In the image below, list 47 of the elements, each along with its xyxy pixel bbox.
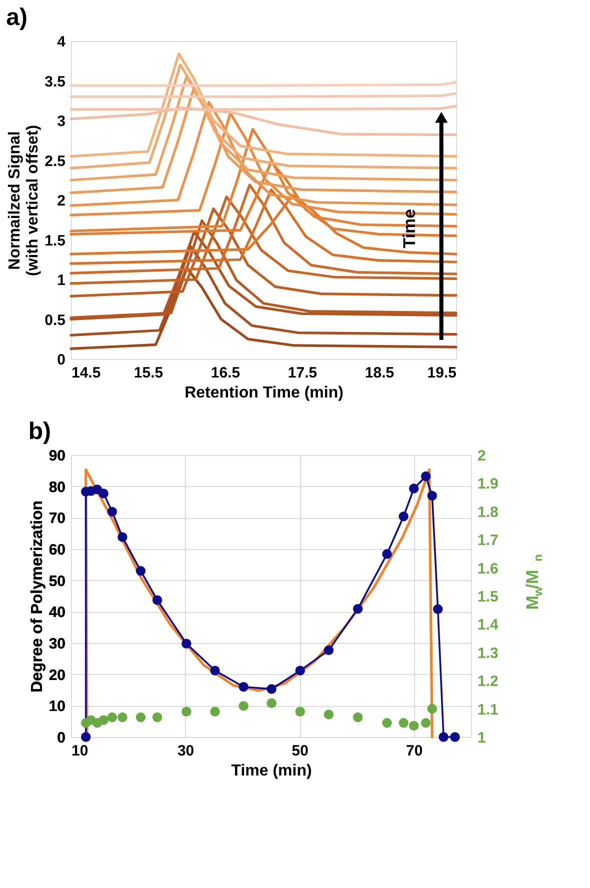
y2-tick-label: 1.1 <box>478 701 498 718</box>
y-tick-label: 2.5 <box>44 152 66 170</box>
x-axis-title: Time (min) <box>231 762 312 780</box>
y2-tick-label: 1.6 <box>478 560 498 578</box>
y-tick-label: 40 <box>48 604 66 622</box>
y2-tick-label: 1 <box>478 730 486 746</box>
y2-tick-label: 1.5 <box>478 588 498 606</box>
y-tick-label: 80 <box>48 478 66 496</box>
x-tick-label: 17.5 <box>288 364 318 382</box>
y-tick-label: 70 <box>48 510 66 528</box>
annotation: Time <box>400 208 419 248</box>
y-tick-label: 2 <box>57 192 66 210</box>
y2-tick-label: 1.7 <box>478 532 498 550</box>
y-tick-label: 3 <box>57 113 66 130</box>
y-tick-label: 1.5 <box>44 232 66 250</box>
y-tick-label: 0 <box>57 352 66 368</box>
x-tick-label: 14.5 <box>72 364 101 382</box>
y2-tick-label: 2 <box>478 448 486 464</box>
x-tick-label: 16.5 <box>210 364 240 382</box>
y-tick-label: 20 <box>48 666 66 684</box>
y2-tick-label: 1.4 <box>478 616 500 634</box>
x-tick-label: 70 <box>406 742 423 760</box>
y-tick-label: 4 <box>57 34 66 50</box>
y2-tick-label: 1.3 <box>478 644 498 662</box>
y-tick-label: 90 <box>48 448 66 464</box>
x-tick-label: 15.5 <box>134 364 164 382</box>
y-tick-label: 3.5 <box>44 73 66 90</box>
y-tick-label: 0.5 <box>44 312 66 329</box>
chart-title: a) <box>6 4 28 31</box>
y-tick-label: 10 <box>48 698 66 716</box>
y-tick-label: 60 <box>48 542 66 558</box>
x-tick-label: 10 <box>72 742 88 760</box>
y2-tick-label: 1.2 <box>478 673 498 690</box>
y-axis-title: Normailzed Signal (with vertical offset) <box>6 124 42 276</box>
y-tick-label: 1 <box>57 272 66 289</box>
y-tick-label: 50 <box>48 572 66 590</box>
x-tick-label: 18.5 <box>364 364 394 382</box>
chart-title: b) <box>28 418 51 445</box>
y2-tick-label: 1.9 <box>478 476 498 493</box>
x-tick-label: 50 <box>292 742 308 760</box>
x-axis-title: Retention Time (min) <box>184 384 344 402</box>
y2-tick-label: 1.8 <box>478 504 498 521</box>
y-tick-label: 30 <box>48 636 66 652</box>
x-tick-label: 19.5 <box>427 364 456 382</box>
y-axis-title: Degree of Polymerization <box>28 500 46 693</box>
y-tick-label: 0 <box>57 730 66 746</box>
x-tick-label: 30 <box>177 742 194 760</box>
